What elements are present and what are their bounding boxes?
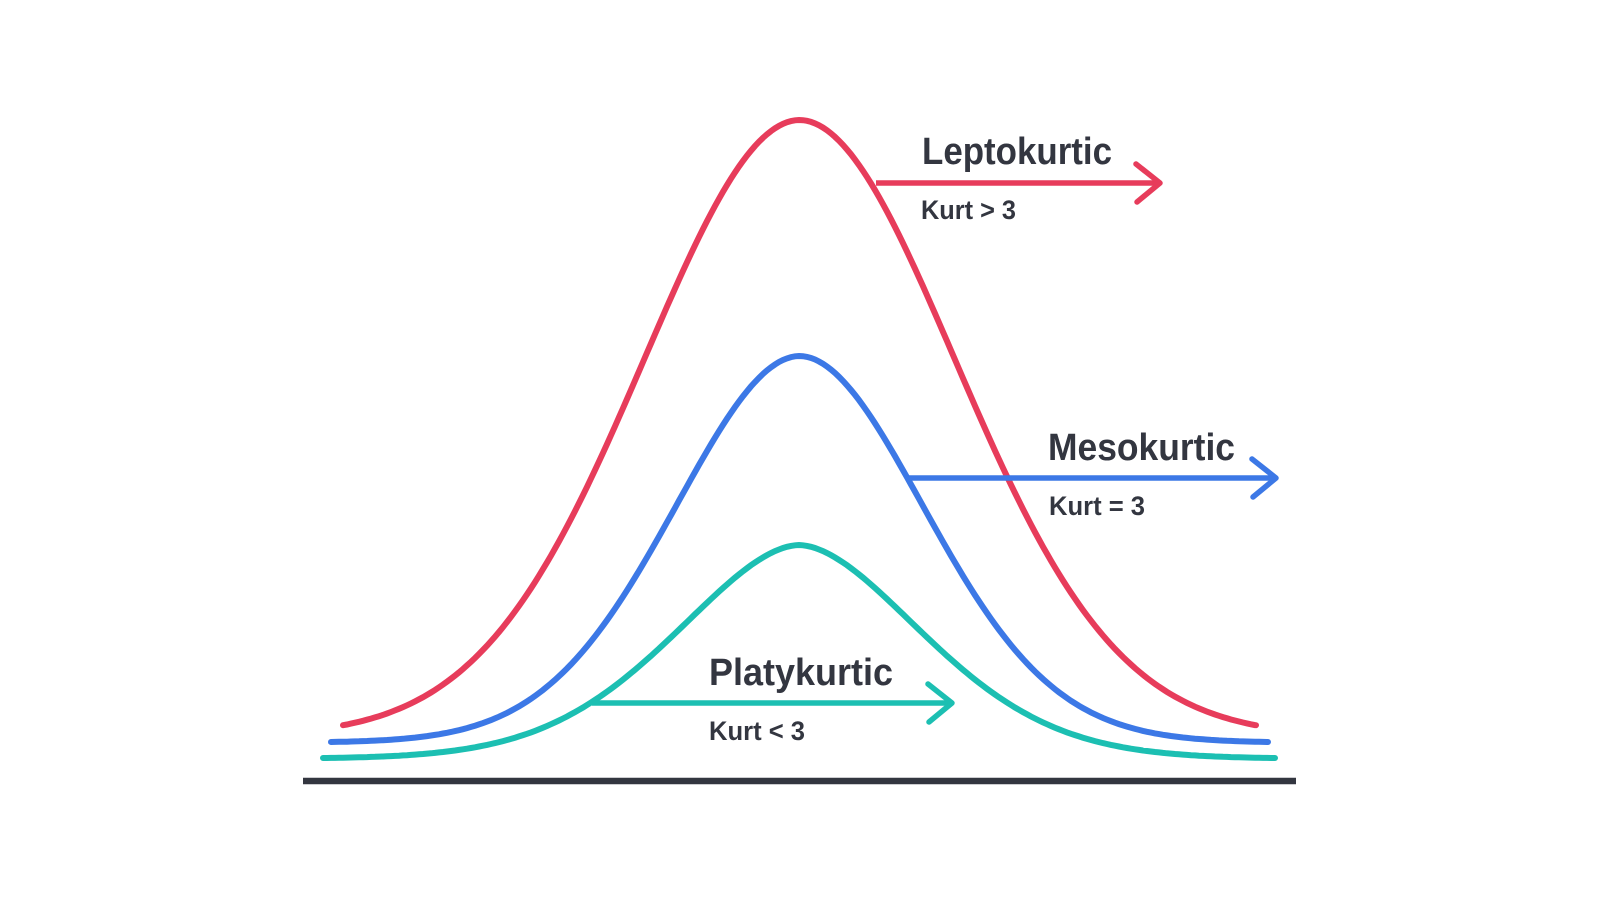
svg-text:Kurt = 3: Kurt = 3 (1049, 491, 1145, 521)
svg-text:Mesokurtic: Mesokurtic (1048, 427, 1235, 469)
svg-text:Kurt < 3: Kurt < 3 (709, 716, 805, 746)
svg-text:Kurt > 3: Kurt > 3 (921, 195, 1016, 225)
svg-text:Leptokurtic: Leptokurtic (922, 131, 1112, 173)
svg-text:Platykurtic: Platykurtic (709, 652, 893, 694)
